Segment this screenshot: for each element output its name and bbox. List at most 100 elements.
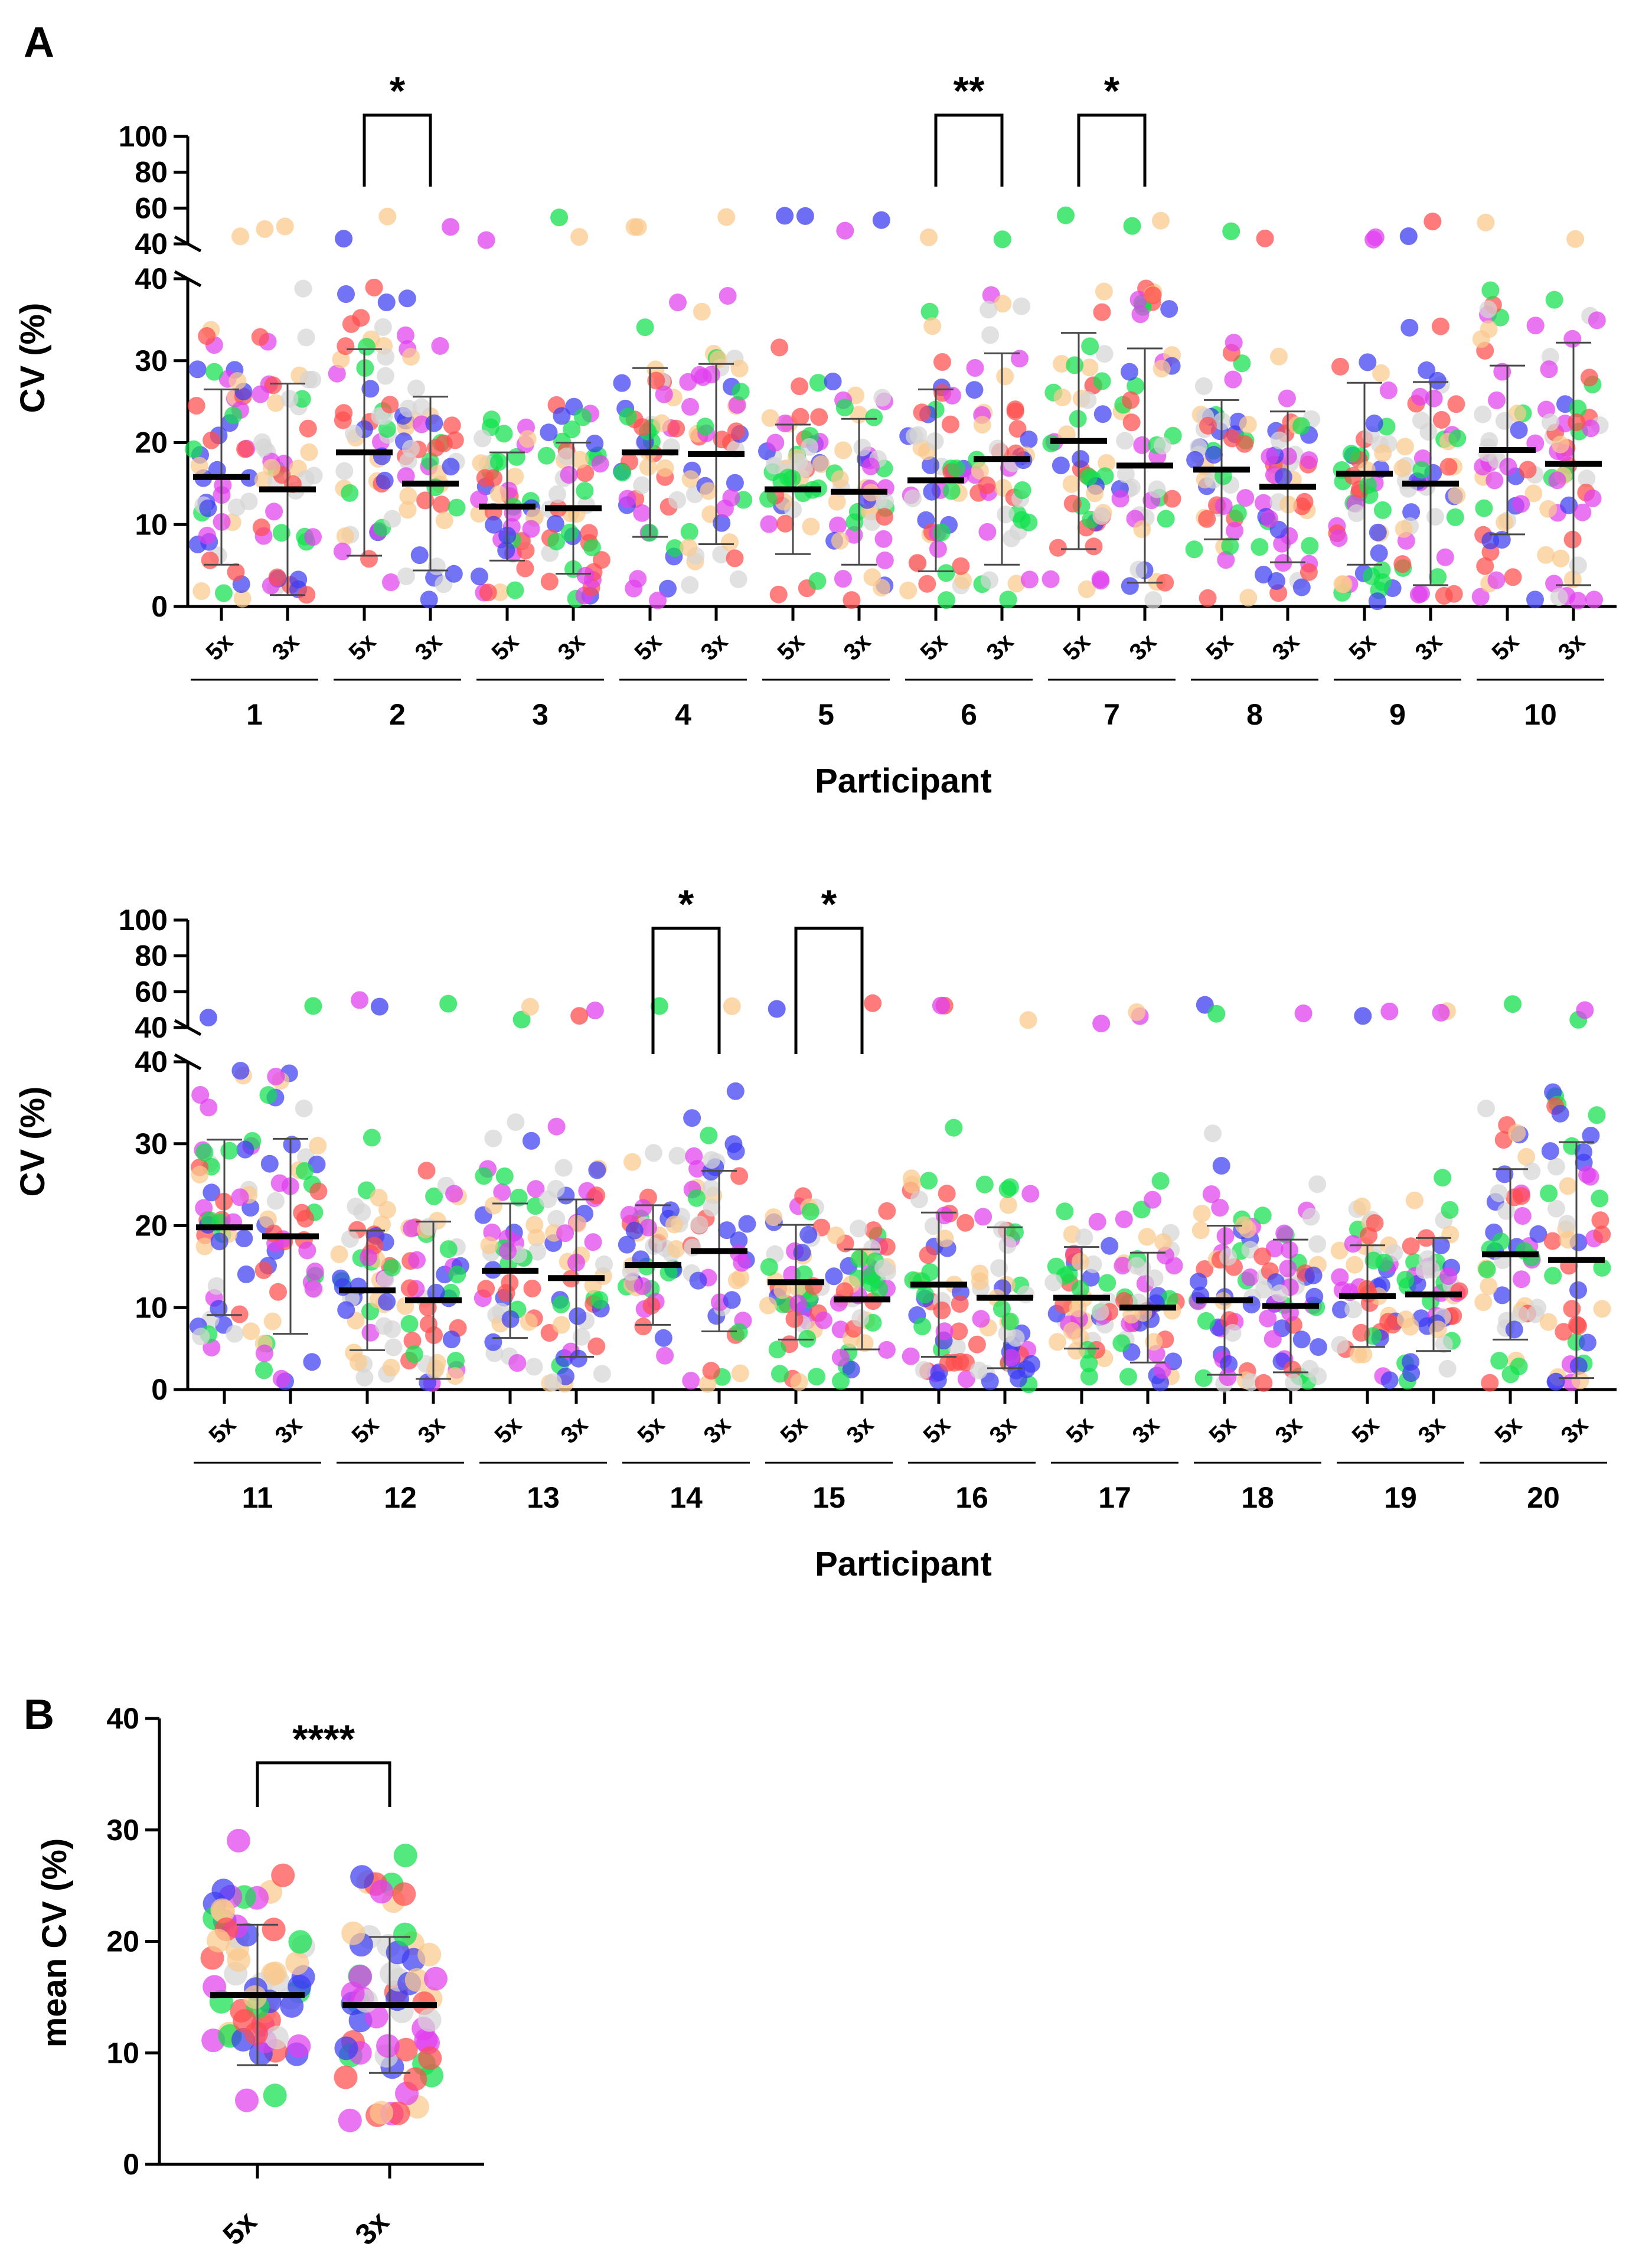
- data-point: [680, 539, 698, 557]
- data-point: [1129, 560, 1148, 579]
- data-point: [709, 350, 727, 368]
- data-point: [1131, 305, 1150, 324]
- data-point: [399, 399, 417, 418]
- data-point: [941, 415, 959, 433]
- data-point: [1569, 592, 1587, 610]
- data-point: [508, 1354, 527, 1372]
- data-point: [759, 1296, 777, 1315]
- data-point: [933, 1301, 951, 1319]
- data-point: [996, 367, 1014, 386]
- data-point: [1400, 318, 1419, 337]
- condition-label: 5x: [1490, 1412, 1527, 1449]
- data-point: [1189, 1273, 1207, 1291]
- data-point: [1199, 589, 1217, 607]
- data-point: [260, 1155, 279, 1173]
- y-tick-label: 0: [151, 590, 168, 623]
- outlier-point: [477, 231, 495, 249]
- data-point: [266, 1192, 285, 1210]
- data-point: [682, 1372, 700, 1390]
- data-point: [667, 419, 685, 438]
- data-point: [968, 1335, 986, 1354]
- data-point: [507, 1113, 525, 1131]
- data-point: [843, 591, 861, 609]
- data-point: [738, 1215, 756, 1233]
- data-point: [1591, 1189, 1609, 1208]
- data-point: [264, 376, 282, 394]
- condition-label: 3x: [267, 629, 305, 666]
- data-point: [1121, 577, 1139, 595]
- data-point: [1368, 592, 1386, 611]
- data-point: [412, 398, 430, 416]
- data-point: [1006, 402, 1024, 420]
- data-point: [1056, 1202, 1074, 1221]
- data-point: [790, 1373, 808, 1391]
- data-point: [1274, 468, 1292, 486]
- data-point: [835, 1282, 854, 1300]
- data-point: [251, 328, 269, 346]
- data-point: [1013, 481, 1031, 499]
- data-point: [713, 431, 731, 449]
- data-point: [237, 1265, 255, 1283]
- data-point: [1593, 1258, 1611, 1277]
- data-point: [1199, 416, 1217, 435]
- data-point: [442, 1330, 461, 1349]
- data-point: [259, 1210, 277, 1228]
- data-point: [1438, 1359, 1457, 1378]
- data-point: [1563, 330, 1582, 348]
- outlier-point: [570, 228, 589, 246]
- data-point: [1477, 1100, 1495, 1117]
- outlier-point: [439, 994, 458, 1013]
- data-point: [1003, 529, 1020, 547]
- data-point: [634, 1277, 652, 1295]
- data-point: [942, 482, 961, 500]
- data-point: [1584, 489, 1602, 507]
- data-point: [252, 385, 270, 403]
- condition-label: 3x: [556, 1412, 593, 1449]
- data-point: [1541, 1142, 1559, 1160]
- data-point: [583, 539, 601, 557]
- significance-label: ****: [292, 1717, 355, 1762]
- outlier-point: [629, 218, 647, 236]
- data-point: [484, 1196, 502, 1215]
- data-point: [298, 586, 316, 604]
- data-point: [625, 1221, 644, 1240]
- data-point: [499, 1242, 517, 1260]
- data-point: [516, 559, 534, 578]
- data-point: [263, 1961, 287, 1985]
- data-point: [1052, 456, 1070, 475]
- data-point: [489, 453, 508, 471]
- condition-label: 5x: [344, 629, 381, 666]
- data-point: [192, 1328, 210, 1346]
- data-point: [923, 482, 941, 501]
- data-point: [1363, 567, 1381, 585]
- data-point: [1144, 591, 1163, 609]
- data-point: [293, 390, 311, 408]
- data-point: [1153, 360, 1171, 378]
- data-point: [1062, 475, 1080, 493]
- significance-bracket: [794, 927, 864, 1054]
- data-point: [587, 1337, 606, 1355]
- data-point: [479, 583, 497, 602]
- data-point: [1585, 591, 1603, 609]
- data-point: [1559, 1177, 1577, 1195]
- condition-label: 3x: [1413, 1412, 1451, 1449]
- data-point: [1067, 1342, 1085, 1360]
- data-point: [1578, 469, 1596, 488]
- condition-label: 5x: [487, 629, 524, 666]
- data-point: [936, 1230, 954, 1248]
- data-point: [1071, 1253, 1089, 1271]
- data-point: [1219, 1248, 1238, 1266]
- data-point: [814, 1311, 832, 1329]
- condition-label: 5x: [347, 1412, 384, 1449]
- data-point: [1426, 508, 1444, 526]
- data-point: [1049, 1333, 1066, 1351]
- data-point: [1569, 1317, 1587, 1335]
- data-point: [978, 523, 997, 541]
- data-point: [484, 1333, 502, 1351]
- condition-label: 5x: [1204, 1412, 1242, 1449]
- data-point: [328, 364, 346, 383]
- data-point: [1481, 281, 1500, 299]
- data-point: [1185, 540, 1203, 559]
- data-point: [932, 523, 951, 542]
- outlier-point: [378, 207, 397, 226]
